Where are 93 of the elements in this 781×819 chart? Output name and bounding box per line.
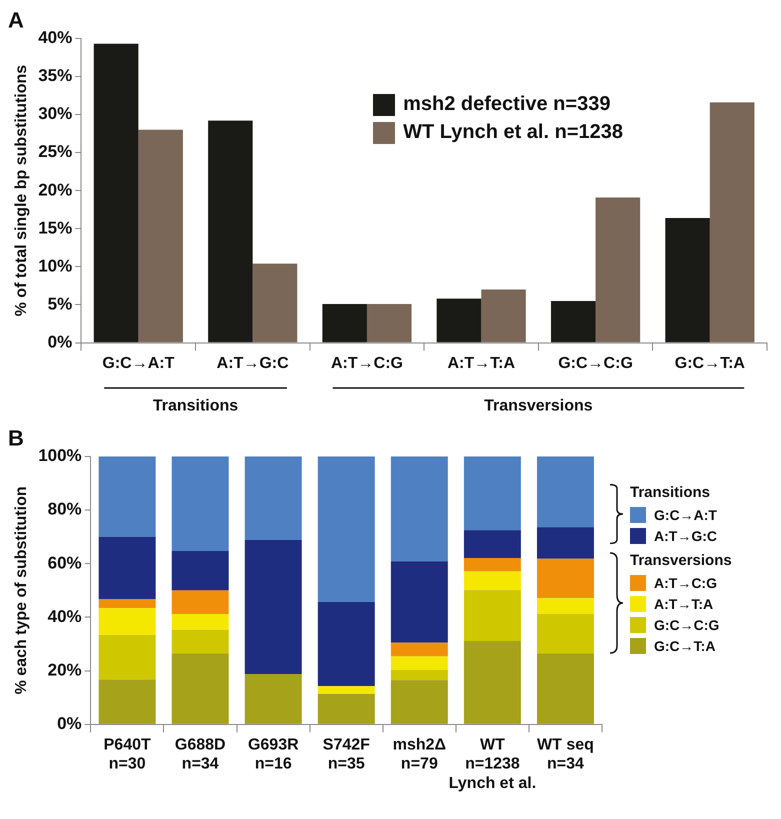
legend-label: A:T→C:G xyxy=(654,575,717,591)
bar xyxy=(665,218,710,342)
bar xyxy=(536,598,594,614)
bar xyxy=(318,602,375,686)
legend-label: WT Lynch et al. n=1238 xyxy=(403,121,623,144)
bar xyxy=(550,300,596,342)
bar xyxy=(390,656,448,670)
text: Transversions xyxy=(484,397,593,414)
x-tick-label: G693R n=16 xyxy=(248,736,300,773)
bar xyxy=(244,540,302,674)
bar xyxy=(252,264,298,342)
bar xyxy=(172,614,229,630)
y-tick-label: 0% xyxy=(57,714,82,734)
bar xyxy=(481,290,526,342)
y-tick-label: 5% xyxy=(48,294,72,314)
y-tick-label: 35% xyxy=(38,66,72,86)
bar xyxy=(94,44,138,342)
bar xyxy=(536,653,594,724)
bar xyxy=(322,304,367,342)
bar xyxy=(710,102,754,342)
bar xyxy=(390,561,448,643)
legend-label: msh2 defective n=339 xyxy=(403,93,610,116)
y-tick-label: 0% xyxy=(48,332,72,352)
bar xyxy=(98,599,156,608)
bar xyxy=(366,304,412,342)
legend-label: A:T→G:C xyxy=(654,528,717,544)
bar xyxy=(390,670,448,680)
bar xyxy=(172,456,229,552)
x-tick-label: G:C→A:T xyxy=(102,354,175,372)
y-tick-label: 80% xyxy=(48,500,82,519)
bar xyxy=(390,680,448,724)
bar xyxy=(172,590,229,614)
legend-label: G:C→C:G xyxy=(654,617,720,633)
bar xyxy=(464,590,521,642)
text: Transitions xyxy=(152,397,238,414)
bar xyxy=(244,456,302,540)
bar xyxy=(464,571,521,590)
chart-title: A xyxy=(8,7,24,32)
y-tick-label: 40% xyxy=(48,606,82,626)
bar xyxy=(390,642,448,656)
text: Transitions xyxy=(630,484,712,501)
bar xyxy=(318,456,375,602)
bar xyxy=(172,630,229,654)
y-tick-label: 30% xyxy=(38,104,72,124)
y-tick-label: 20% xyxy=(38,180,72,200)
x-tick-label: G688D n=34 xyxy=(174,736,226,773)
bar xyxy=(536,527,594,559)
bar xyxy=(464,456,521,530)
y-tick-label: 25% xyxy=(38,142,72,162)
x-tick-label: P640T n=30 xyxy=(104,736,151,773)
bar xyxy=(98,608,156,635)
legend-label: G:C→A:T xyxy=(654,507,717,523)
x-tick-label: G:C→T:A xyxy=(674,354,746,372)
y-tick-label: 60% xyxy=(48,553,82,572)
bar xyxy=(536,614,594,654)
x-tick-label: A:T→T:A xyxy=(447,354,516,372)
bar xyxy=(536,456,594,528)
bar xyxy=(208,120,253,342)
x-tick-label: G:C→C:G xyxy=(558,354,633,372)
bar xyxy=(172,653,229,724)
bar xyxy=(244,674,302,724)
text: Transversions xyxy=(630,552,733,569)
y-axis-title: % each type of substitution xyxy=(13,486,30,694)
bar xyxy=(172,551,229,590)
legend-label: G:C→T:A xyxy=(654,638,716,654)
x-tick-label: A:T→G:C xyxy=(216,354,290,372)
y-tick-label: 20% xyxy=(48,660,82,680)
bar xyxy=(536,558,594,598)
bar xyxy=(390,456,448,562)
bar xyxy=(98,634,156,680)
bar xyxy=(464,641,521,724)
y-axis-title: % of total single bp substitutions xyxy=(13,64,30,316)
bar xyxy=(98,680,156,724)
bar xyxy=(464,530,521,558)
bar xyxy=(138,130,183,342)
bar xyxy=(318,694,375,724)
bar xyxy=(98,456,156,537)
bar xyxy=(98,536,156,600)
chart-title: B xyxy=(8,425,24,450)
bar xyxy=(318,686,375,694)
y-tick-label: 40% xyxy=(38,28,72,48)
x-tick-label: WT n=1238 Lynch et al. xyxy=(448,736,536,792)
legend-label: A:T→T:A xyxy=(654,596,714,612)
x-tick-label: S742F n=35 xyxy=(322,736,370,773)
bar xyxy=(464,558,521,572)
bar xyxy=(436,298,482,342)
y-tick-label: 15% xyxy=(38,218,72,238)
x-tick-label: WT seq n=34 xyxy=(537,736,594,773)
x-tick-label: msh2Δ n=79 xyxy=(392,736,446,773)
y-tick-label: 100% xyxy=(38,446,82,466)
bar xyxy=(596,197,640,342)
y-tick-label: 10% xyxy=(38,256,72,276)
x-tick-label: A:T→C:G xyxy=(330,354,403,372)
